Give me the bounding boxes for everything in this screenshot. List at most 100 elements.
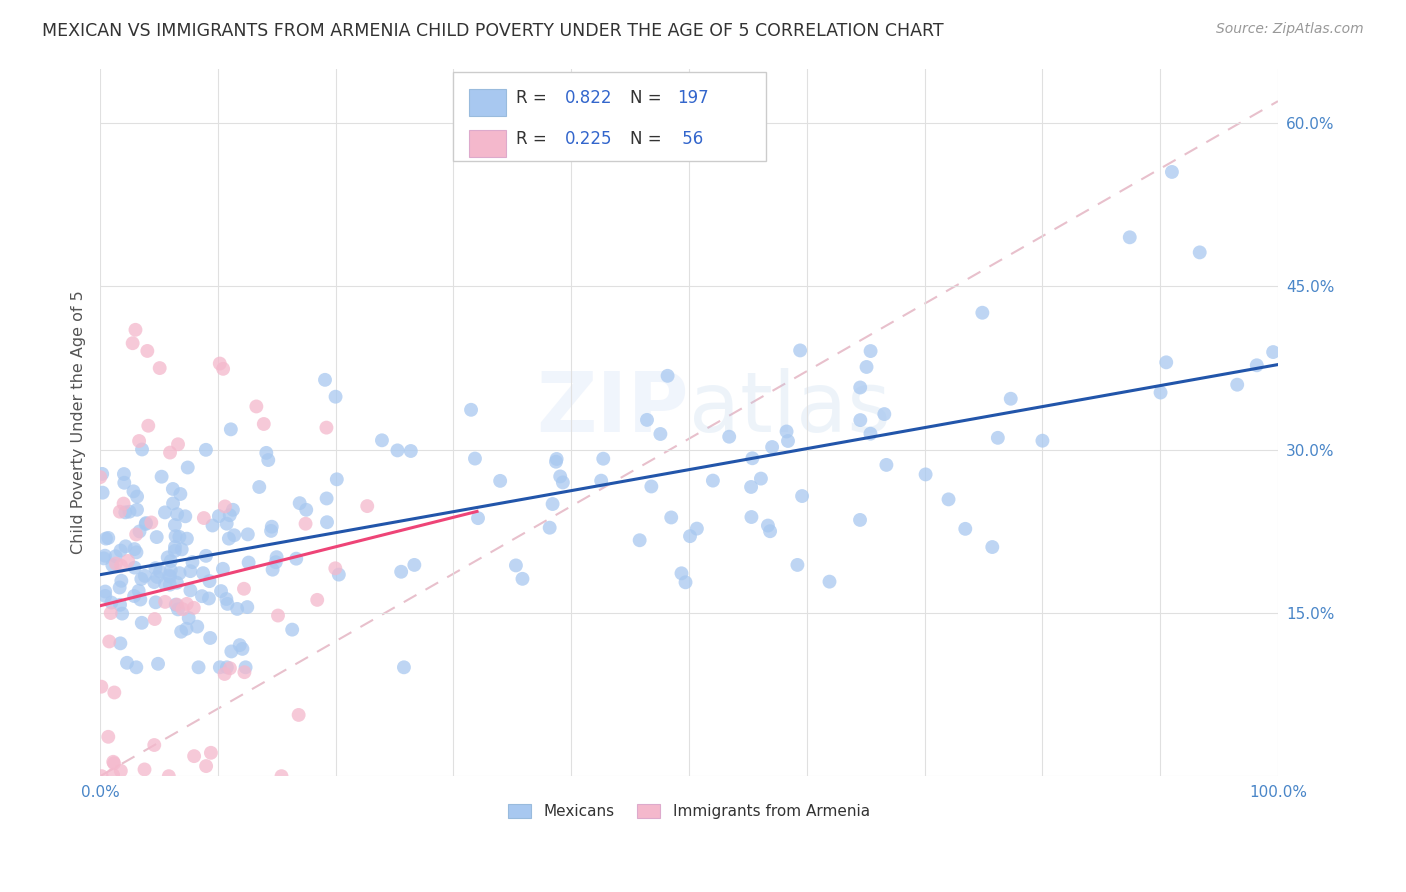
Point — [159, 570, 181, 584]
Point — [131, 615, 153, 630]
Point — [125, 527, 148, 541]
Point — [201, 518, 224, 533]
Point — [264, 555, 287, 569]
Point — [650, 427, 672, 442]
Point — [131, 572, 153, 586]
Point — [235, 660, 257, 674]
Point — [849, 513, 872, 527]
Point — [101, 558, 124, 573]
Point — [159, 445, 181, 459]
Point — [125, 660, 148, 674]
Point — [316, 515, 339, 529]
Text: 56: 56 — [678, 130, 703, 148]
Point — [818, 574, 841, 589]
Point — [859, 426, 882, 441]
Point — [285, 551, 308, 566]
Point — [103, 755, 125, 769]
Point — [153, 577, 176, 591]
Point — [129, 592, 152, 607]
Point — [208, 357, 231, 371]
Point — [153, 595, 176, 609]
Point — [193, 511, 215, 525]
Point — [114, 539, 136, 553]
Point — [679, 529, 702, 543]
Text: R =: R = — [516, 130, 553, 148]
Point — [174, 509, 197, 524]
Point — [112, 467, 135, 481]
Point — [118, 505, 141, 519]
Point — [157, 769, 180, 783]
Point — [245, 400, 267, 414]
Point — [110, 574, 132, 588]
Point — [987, 431, 1010, 445]
Point — [776, 434, 799, 448]
Point — [177, 611, 200, 625]
Point — [323, 561, 346, 575]
Point — [125, 490, 148, 504]
Point — [124, 323, 146, 337]
Point — [93, 551, 115, 566]
Point — [149, 361, 172, 376]
Point — [167, 602, 190, 616]
Legend: Mexicans, Immigrants from Armenia: Mexicans, Immigrants from Armenia — [502, 797, 876, 825]
Point — [544, 455, 567, 469]
Point — [159, 563, 181, 577]
Point — [108, 505, 131, 519]
Point — [1261, 345, 1284, 359]
Point — [115, 656, 138, 670]
Point — [183, 749, 205, 764]
Point — [179, 583, 201, 598]
Point — [702, 474, 724, 488]
Point — [91, 485, 114, 500]
Point — [236, 600, 259, 615]
Point — [254, 446, 277, 460]
Point — [387, 443, 409, 458]
Point — [198, 631, 221, 645]
Point — [294, 516, 316, 531]
Point — [399, 444, 422, 458]
Point — [749, 472, 772, 486]
Point — [855, 359, 877, 374]
Point — [163, 518, 186, 533]
Point — [546, 452, 568, 467]
Point — [233, 665, 256, 680]
Point — [176, 622, 198, 636]
Point — [219, 422, 242, 436]
Point — [756, 518, 779, 533]
Text: 0.822: 0.822 — [565, 89, 613, 107]
Point — [90, 680, 112, 694]
Point — [775, 425, 797, 439]
Point — [117, 554, 139, 568]
Point — [215, 516, 238, 531]
Point — [122, 589, 145, 603]
Point — [981, 540, 1004, 554]
Point — [166, 507, 188, 521]
Point — [208, 509, 231, 524]
Point — [325, 390, 347, 404]
Point — [112, 497, 135, 511]
Point — [94, 549, 117, 563]
Point — [253, 417, 276, 431]
Point — [183, 600, 205, 615]
Point — [135, 516, 157, 530]
Point — [636, 413, 658, 427]
Point — [159, 554, 181, 568]
Point — [110, 543, 132, 558]
Point — [186, 619, 208, 633]
Point — [226, 602, 249, 616]
Point — [790, 489, 813, 503]
Point — [166, 598, 188, 612]
Point — [165, 529, 187, 543]
Point — [460, 402, 482, 417]
Point — [315, 420, 337, 434]
Point — [464, 451, 486, 466]
Point — [215, 660, 238, 674]
Point — [162, 482, 184, 496]
Point — [404, 558, 426, 572]
Point — [100, 606, 122, 620]
Bar — [468, 89, 506, 116]
Point — [228, 638, 250, 652]
Point — [238, 556, 260, 570]
Point — [191, 566, 214, 581]
Point — [170, 542, 193, 557]
